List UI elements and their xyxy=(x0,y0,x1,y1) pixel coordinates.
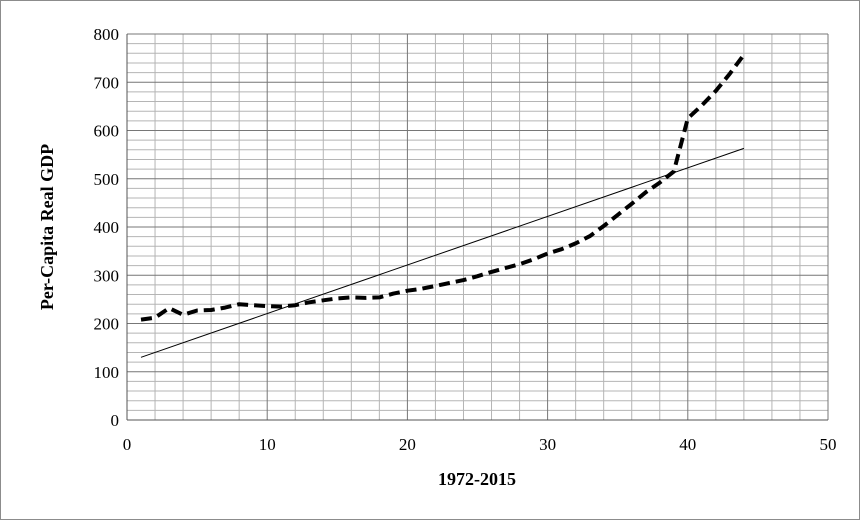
x-tick-label: 20 xyxy=(399,435,416,454)
y-tick-label: 100 xyxy=(94,363,120,382)
x-tick-labels: 0 10 20 30 40 50 xyxy=(123,435,837,454)
y-tick-label: 800 xyxy=(94,25,120,44)
series-layer xyxy=(140,53,746,358)
y-tick-label: 600 xyxy=(94,122,120,141)
y-tick-label: 0 xyxy=(111,411,120,430)
x-tick-label: 50 xyxy=(820,435,837,454)
series-line-trend xyxy=(140,147,745,358)
x-tick-label: 0 xyxy=(123,435,132,454)
y-axis-title: Per-Capita Real GDP xyxy=(37,144,57,310)
y-tick-label: 400 xyxy=(94,218,120,237)
x-tick-label: 10 xyxy=(259,435,276,454)
x-tick-label: 30 xyxy=(539,435,556,454)
y-tick-label: 700 xyxy=(94,73,120,92)
y-tick-label: 300 xyxy=(94,266,120,285)
minor-gridlines xyxy=(127,34,828,420)
y-tick-label: 200 xyxy=(94,315,120,334)
x-axis-title: 1972-2015 xyxy=(438,469,516,489)
y-tick-label: 500 xyxy=(94,170,120,189)
series-line-dashed xyxy=(140,53,746,322)
x-tick-label: 40 xyxy=(679,435,696,454)
y-tick-labels: 0 100 200 300 400 500 600 700 800 xyxy=(94,25,120,430)
